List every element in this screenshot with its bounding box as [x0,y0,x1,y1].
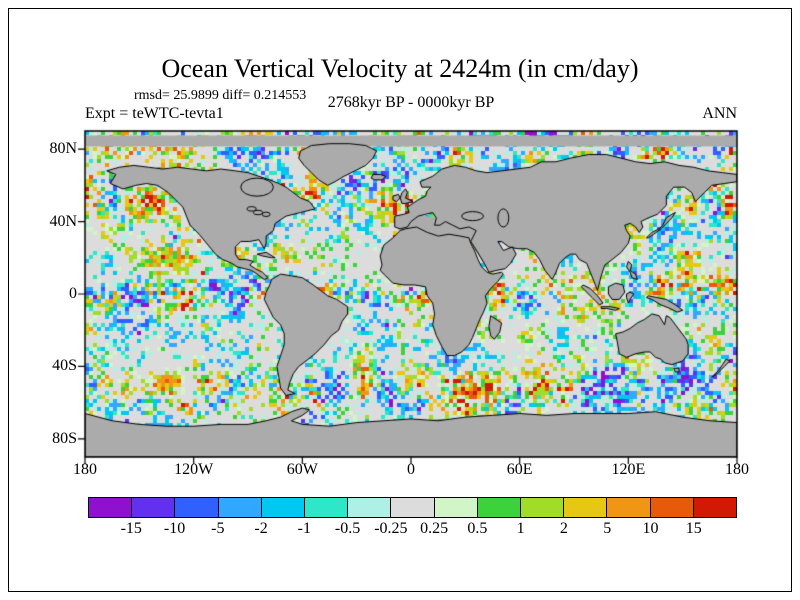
colorbar-cell [175,498,219,517]
season-label: ANN [702,105,737,122]
colorbar-cell [305,498,349,517]
colorbar-cell [132,498,176,517]
colorbar-cell [564,498,608,517]
stats-line: rmsd= 25.9899 diff= 0.214553 [134,88,307,103]
colorbar-cell [477,498,522,517]
colorbar-cell [434,498,478,517]
colorbar-cell [650,498,694,517]
colorbar-cell [89,498,133,517]
colorbar-cell [391,498,435,517]
colorbar [88,497,737,518]
colorbar-cell [521,498,565,517]
period-label: 2768kyr BP - 0000kyr BP [327,94,495,111]
colorbar-cell [607,498,651,517]
colorbar-cell [348,498,392,517]
colorbar-cell [693,498,737,517]
colorbar-cell [218,498,262,517]
experiment-label: Expt = teWTC-tevta1 [85,105,224,122]
plot-title: Ocean Vertical Velocity at 2424m (in cm/… [161,54,639,83]
colorbar-cell [261,498,306,517]
